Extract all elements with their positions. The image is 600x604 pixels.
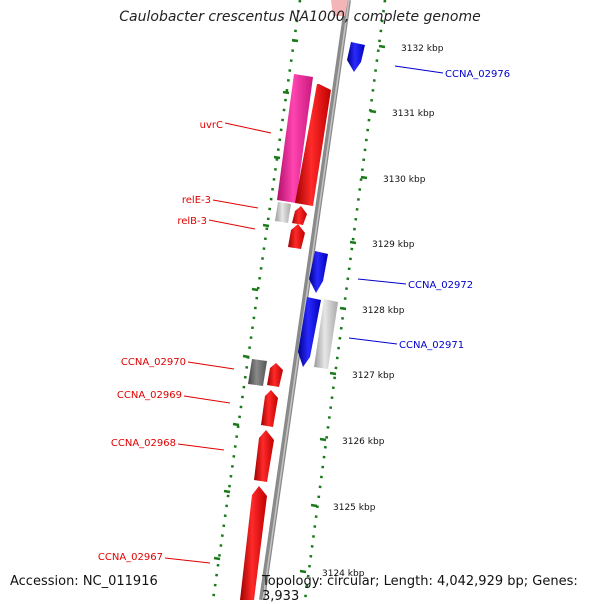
callout-line <box>348 337 398 345</box>
gene-ccna-02976 <box>347 42 365 72</box>
callout-line <box>183 395 231 404</box>
ruler-tick <box>369 109 377 114</box>
callout-line <box>187 361 235 370</box>
ruler-tick-label: 3130 kbp <box>383 175 426 185</box>
gene-label: CCNA_02971 <box>399 340 464 351</box>
ruler-tick <box>299 569 307 574</box>
gene-label: CCNA_02972 <box>408 280 473 291</box>
callout-line <box>224 122 272 134</box>
gene-red-small-1 <box>292 206 307 225</box>
gene-red-large <box>295 84 331 206</box>
ruler-tick-label: 3124 kbp <box>322 569 365 579</box>
gene-label: CCNA_02976 <box>445 69 510 80</box>
gene-ccna-02971-gray <box>314 299 338 369</box>
inner-ruler-dashes <box>213 38 299 561</box>
callout-line <box>177 443 225 451</box>
map-title: Caulobacter crescentus NA1000, complete … <box>119 9 481 25</box>
accession-text: Accession: NC_011916 <box>10 574 158 589</box>
ruler-tick-label: 3131 kbp <box>392 109 435 119</box>
callout-line <box>394 65 444 74</box>
ruler-tick <box>378 44 386 49</box>
ruler-tick <box>329 371 337 376</box>
gene-labels-right: CCNA_02976 CCNA_02972 CCNA_02971 <box>348 65 510 351</box>
gene-ccna-02968 <box>254 430 274 482</box>
ruler-dots <box>211 0 387 600</box>
callout-line <box>212 199 259 209</box>
gene-ccna-02969 <box>261 390 278 427</box>
gene-label: uvrC <box>200 120 223 131</box>
gene-top-faded <box>331 0 348 16</box>
callout-line <box>208 219 256 230</box>
ruler-tick-label: 3132 kbp <box>401 44 444 54</box>
gene-uvrc <box>277 74 313 203</box>
gene-label: relB-3 <box>177 216 207 227</box>
ruler-tick <box>349 240 357 245</box>
gene-rele-3 <box>275 202 291 223</box>
ruler-tick-label: 3128 kbp <box>362 306 405 316</box>
gene-label: CCNA_02968 <box>111 438 176 449</box>
ruler-tick-label: 3127 kbp <box>352 371 395 381</box>
ruler-tick-label: 3125 kbp <box>333 503 376 513</box>
gene-ccna-02970-red <box>267 363 283 387</box>
gene-label: CCNA_02970 <box>121 357 186 368</box>
ruler-tick-label: 3126 kbp <box>342 437 385 447</box>
gene-ccna-02971-blue <box>298 297 321 367</box>
gene-label: CCNA_02967 <box>98 552 163 563</box>
gene-ccna-02972 <box>309 251 328 293</box>
ruler-tick <box>319 437 327 442</box>
ruler-tick <box>310 503 318 508</box>
ruler-ticks: 3132 kbp 3131 kbp 3130 kbp 3129 kbp 3128 kbp… <box>299 44 444 579</box>
gene-label: CCNA_02969 <box>117 390 182 401</box>
ruler-tick <box>360 175 368 180</box>
callout-line <box>164 557 211 564</box>
gene-features <box>240 0 365 600</box>
gene-relb-3 <box>288 224 305 249</box>
gene-label: relE-3 <box>182 195 211 206</box>
callout-line <box>357 278 407 285</box>
backbone <box>259 0 351 600</box>
ruler-tick <box>339 306 347 311</box>
gene-ccna-02970 <box>248 359 267 386</box>
gene-ccna-02967 <box>240 486 267 600</box>
ruler-tick-label: 3129 kbp <box>372 240 415 250</box>
gene-labels-left: uvrC relE-3 relB-3 CCNA_02970 CCNA_02969 CCNA… <box>98 120 272 564</box>
